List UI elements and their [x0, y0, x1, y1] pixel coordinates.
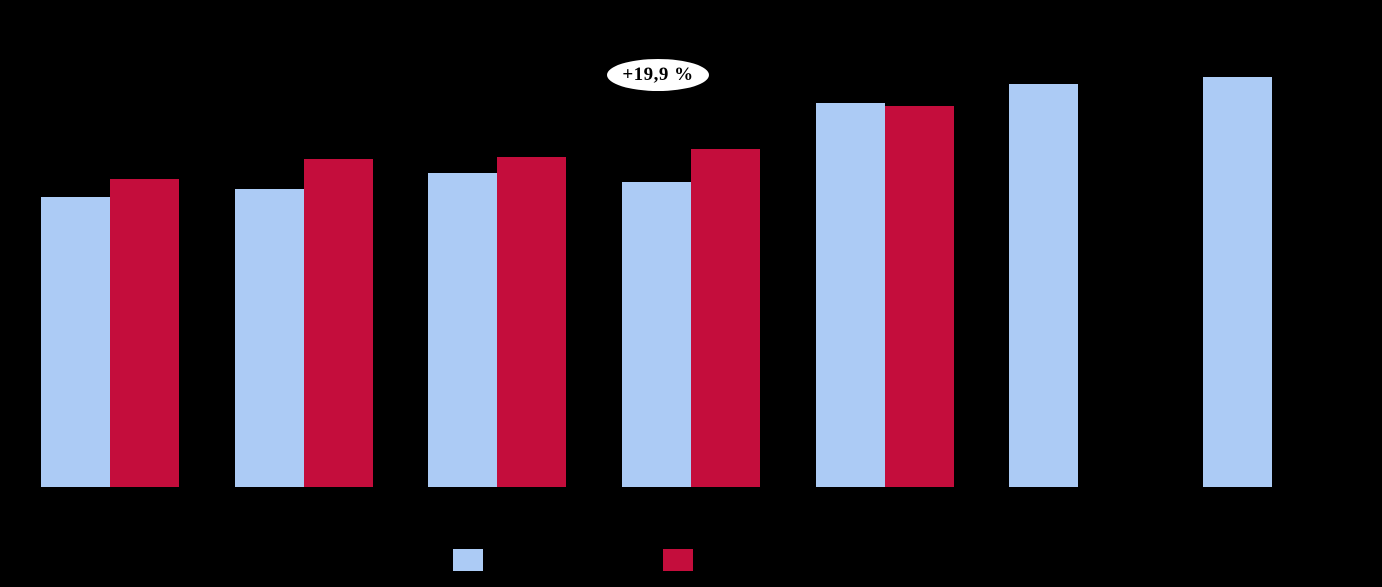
bar-red-group-5: [885, 106, 954, 487]
legend-swatch-red: [663, 549, 693, 571]
legend: [0, 549, 1382, 572]
legend-swatch-blue: [453, 549, 483, 571]
bar-red-group-2: [304, 159, 373, 487]
bar-blue-group-6: [1009, 84, 1078, 487]
bar-blue-group-7: [1203, 77, 1272, 487]
bar-blue-group-5: [816, 103, 885, 487]
annotation-ellipse: +19,9 %: [606, 58, 710, 92]
bar-blue-group-3: [428, 173, 497, 487]
annotation-label: +19,9 %: [622, 64, 694, 85]
bar-red-group-4: [691, 149, 760, 487]
bar-red-group-1: [110, 179, 179, 487]
bar-blue-group-2: [235, 189, 304, 487]
bar-blue-group-1: [41, 197, 110, 487]
bar-blue-group-4: [622, 182, 691, 487]
bar-red-group-3: [497, 157, 566, 487]
